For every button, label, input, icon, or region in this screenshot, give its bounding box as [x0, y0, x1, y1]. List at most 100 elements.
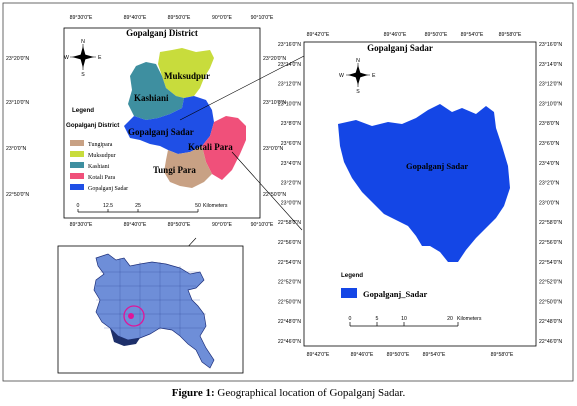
sadar-bottom-coords: 89°42'0"E 89°46'0"E 89°50'0"E 89°54'0"E … — [307, 352, 514, 358]
highlight-circle-icon — [123, 305, 145, 327]
coord-label: 23°10'0"N — [263, 100, 286, 106]
coord-label: 22°52'0"N — [539, 280, 562, 286]
legend-subtitle: Gopalganj District — [66, 122, 119, 129]
scale-tick-label: 12.5 — [103, 203, 113, 209]
sadar-map: Gopalganj Sadar 89°42'0"E 89°46'0"E 89°5… — [278, 32, 562, 358]
district-scale-bar: 0 12.5 25 50 Kilometers — [77, 203, 228, 213]
coord-label: 23°8'0"N — [281, 121, 301, 127]
coord-label: 23°0'0"N — [281, 200, 301, 206]
connector-line — [231, 151, 303, 231]
legend-label: Gopalganj_Sadar — [363, 289, 427, 299]
sadar-left-coords: 23°16'0"N 23°14'0"N 23°12'0"N 23°10'0"N 23°8… — [278, 42, 301, 345]
coord-label: 23°2'0"N — [281, 181, 301, 187]
south-label: S — [356, 89, 360, 95]
coord-label: 22°46'0"N — [278, 339, 301, 345]
legend-label: Gopalganj Sadar — [88, 186, 128, 192]
east-label: E — [98, 55, 102, 61]
coord-label: 23°6'0"N — [539, 141, 559, 147]
coord-label: 22°56'0"N — [278, 240, 301, 246]
sadar-scale-bar: 0 5 10 20 Kilometers — [349, 316, 482, 327]
coord-label: 89°50'0"E — [168, 15, 191, 21]
coord-label: 23°10'0"N — [278, 101, 301, 107]
east-label: E — [372, 73, 376, 79]
district-map-frame — [63, 27, 261, 219]
scale-tick-label: 0 — [349, 316, 352, 322]
coord-label: 23°8'0"N — [539, 121, 559, 127]
sadar-top-coords: 89°42'0"E 89°46'0"E 89°50'0"E 89°54'0"E … — [307, 32, 522, 38]
district-north-arrow-icon: N S E W — [64, 39, 102, 78]
district-regions — [124, 48, 246, 188]
coord-label: 23°16'0"N — [278, 42, 301, 48]
region-muksudpur — [158, 48, 214, 98]
sadar-map-title: Gopalganj Sadar — [367, 43, 433, 53]
district-top-coords: 89°30'0"E 89°40'0"E 89°50'0"E 90°0'0"E 9… — [70, 15, 274, 21]
coord-label: 22°50'0"N — [6, 192, 29, 198]
coord-label: 89°50'0"E — [425, 32, 448, 38]
region-gopalganj-sadar — [124, 96, 214, 154]
sadar-region-label: Gopalganj Sadar — [406, 161, 468, 171]
caption-text: Geographical location of Gopalganj Sadar… — [217, 387, 406, 399]
legend-swatch — [341, 288, 357, 298]
legend-title: Legend — [72, 107, 94, 114]
coord-label: 22°56'0"N — [539, 240, 562, 246]
north-label: N — [81, 39, 85, 45]
coord-label: 23°4'0"N — [281, 161, 301, 167]
coord-label: 22°54'0"N — [539, 260, 562, 266]
coord-label: 22°48'0"N — [539, 319, 562, 325]
coord-label: 23°0'0"N — [539, 200, 559, 206]
region-label: Muksudpur — [164, 71, 210, 81]
figure-caption: Figure 1: Geographical location of Gopal… — [0, 387, 577, 399]
coord-label: 23°2'0"N — [539, 181, 559, 187]
caption-label: Figure 1: — [171, 387, 215, 399]
district-left-coords: 23°20'0"N 23°10'0"N 23°0'0"N 22°50'0"N — [6, 56, 29, 198]
legend-swatch — [70, 162, 84, 168]
coord-label: 23°14'0"N — [278, 62, 301, 68]
legend-swatch — [70, 151, 84, 157]
coord-label: 23°4'0"N — [539, 161, 559, 167]
district-map: Gopalganj District 89°30'0"E 89°40'0"E 8… — [6, 15, 286, 228]
legend-label: Kotali Para — [88, 175, 115, 181]
scale-tick-label: 5 — [376, 316, 379, 322]
coord-label: 23°10'0"N — [6, 100, 29, 106]
west-label: W — [339, 73, 344, 79]
district-legend: Legend Gopalganj District Tungipara Muks… — [66, 107, 128, 192]
region-kotali-para — [202, 116, 246, 180]
coord-label: 23°6'0"N — [281, 141, 301, 147]
region-label: Gopalganj Sadar — [128, 127, 194, 137]
coord-label: 89°46'0"E — [351, 352, 374, 358]
coord-label: 90°10'0"E — [251, 15, 274, 21]
coord-label: 89°50'0"E — [387, 352, 410, 358]
coord-label: 23°14'0"N — [539, 62, 562, 68]
coord-label: 89°40'0"E — [124, 222, 147, 228]
coord-label: 89°42'0"E — [307, 32, 330, 38]
district-map-title: Gopalganj District — [126, 28, 198, 38]
legend-label: Kashiani — [88, 164, 110, 170]
coord-label: 89°58'0"E — [499, 32, 522, 38]
region-label: Kashiani — [134, 93, 169, 103]
scale-unit: Kilometers — [203, 203, 228, 209]
figure-frame — [2, 2, 574, 382]
coord-label: 22°50'0"N — [539, 299, 562, 305]
region-kashiani — [128, 62, 184, 120]
coord-label: 89°30'0"E — [70, 222, 93, 228]
legend-swatch — [70, 140, 84, 146]
district-grid — [96, 258, 206, 340]
coord-label: 22°52'0"N — [278, 280, 301, 286]
gopalganj-location-marker — [128, 313, 134, 319]
south-label: S — [81, 72, 85, 78]
legend-label: Muksudpur — [88, 153, 116, 159]
scale-tick-label: 0 — [77, 203, 80, 209]
coord-label: 22°50'0"N — [278, 299, 301, 305]
region-gopalganj-sadar — [338, 104, 510, 262]
coord-label: 22°50'0"N — [263, 192, 286, 198]
coord-label: 89°54'0"E — [423, 352, 446, 358]
coord-label: 22°58'0"N — [539, 220, 562, 226]
coord-label: 23°12'0"N — [539, 82, 562, 88]
coord-label: 23°20'0"N — [6, 56, 29, 62]
coord-label: 22°46'0"N — [539, 339, 562, 345]
district-right-coords: 23°20'0"N 23°10'0"N 23°0'0"N 22°50'0"N — [263, 56, 286, 198]
scale-tick-label: 10 — [401, 316, 407, 322]
region-label: Tungi Para — [153, 165, 196, 175]
coord-label: 90°0'0"E — [212, 222, 232, 228]
coord-label: 90°0'0"E — [212, 15, 232, 21]
